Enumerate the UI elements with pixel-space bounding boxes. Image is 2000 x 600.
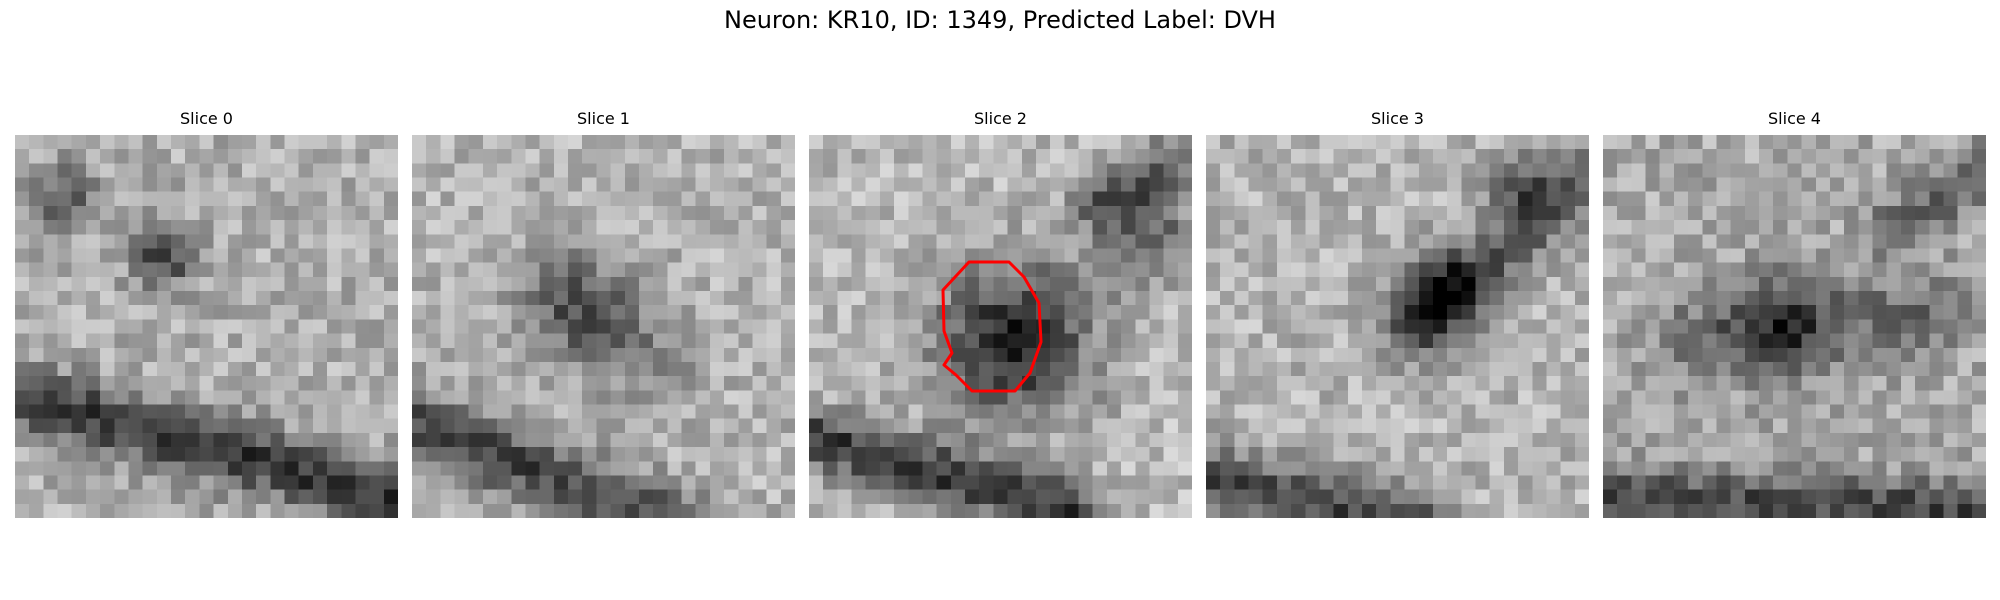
slice-panel-2: Slice 2 [809, 108, 1192, 518]
slice-panel-1: Slice 1 [412, 108, 795, 518]
slice-title: Slice 4 [1768, 109, 1821, 128]
slice-image [809, 135, 1192, 518]
slice-title: Slice 1 [577, 109, 630, 128]
slice-panel-0: Slice 0 [15, 108, 398, 518]
slice-title: Slice 3 [1371, 109, 1424, 128]
slice-title: Slice 0 [180, 109, 233, 128]
slice-panel-3: Slice 3 [1206, 108, 1589, 518]
slice-image [1206, 135, 1589, 518]
figure-title: Neuron: KR10, ID: 1349, Predicted Label:… [724, 6, 1276, 34]
slice-panel-4: Slice 4 [1603, 108, 1986, 518]
slice-image [412, 135, 795, 518]
slice-image [15, 135, 398, 518]
slice-image [1603, 135, 1986, 518]
slice-title: Slice 2 [974, 109, 1027, 128]
